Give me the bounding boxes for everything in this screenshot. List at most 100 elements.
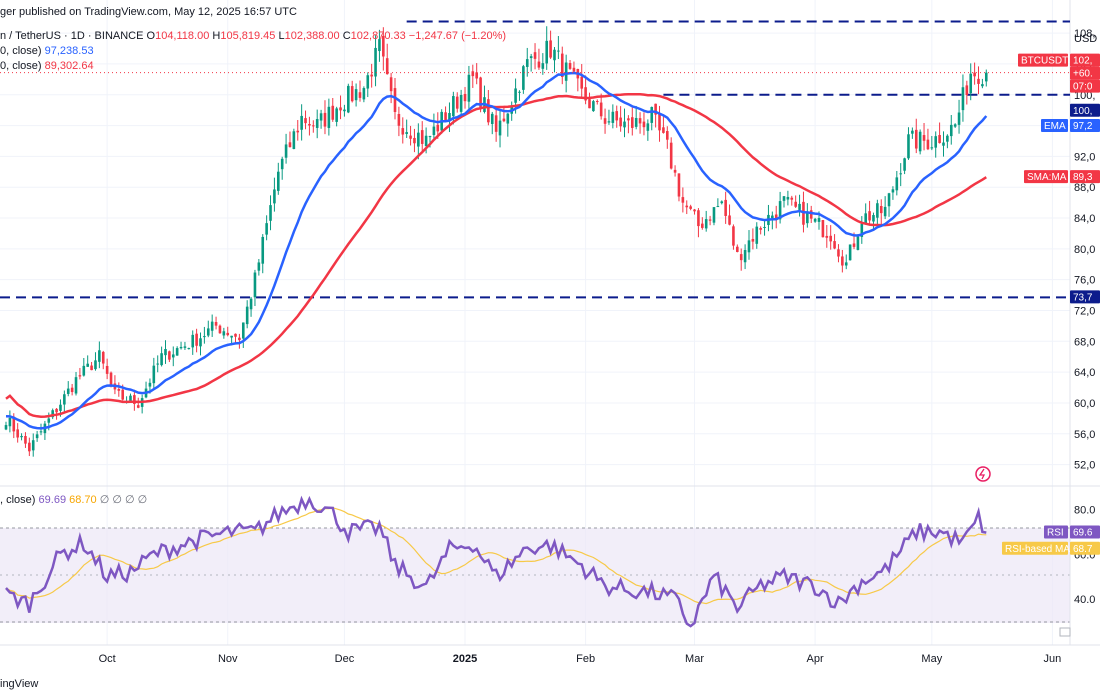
candle-body [74,377,78,394]
time-tick-label: Feb [576,653,595,665]
settings-icon[interactable] [1059,627,1071,637]
candle-body [572,67,576,72]
candle-body [701,223,704,228]
candle-body [938,135,941,144]
time-tick-label: Mar [685,653,704,665]
candle-body [981,84,984,87]
candle-body [658,113,661,131]
rsi-ma-value-tag: 68.7 [1073,544,1093,555]
rsi-legend[interactable]: , close) 69.69 68.70 ∅ ∅ ∅ ∅ [0,493,147,506]
candle-body [66,388,70,394]
candle-body [393,88,397,113]
high-label: H [212,30,221,42]
candle-body [436,124,440,132]
candle-body [685,205,689,208]
candle-body [366,75,370,89]
time-axis[interactable]: Oct Nov Dec 2025 Feb Mar Apr May Jun [99,653,1062,665]
ema-legend[interactable]: 0, close) 97,238.53 [0,45,94,57]
candle-body [152,365,156,384]
candle-body [654,103,657,115]
candle-body [833,241,836,249]
horizontal-levels[interactable] [0,20,1070,299]
low-value: 102,388.00 [284,30,340,42]
candle-body [432,126,436,135]
candle-body [136,405,140,408]
candle-body [261,236,265,264]
candle-body [946,135,949,142]
candle-body [273,189,276,204]
candle-body [965,85,969,96]
candle-body [623,121,626,128]
candle-body [841,256,844,266]
sma-legend[interactable]: 0, close) 89,302.64 [0,60,94,72]
candle-body [51,410,54,418]
candle-body [370,74,373,77]
candle-body [533,52,537,59]
candle-body [883,206,887,217]
candle-body [343,109,346,112]
candle-body [798,203,801,210]
candle-body [389,77,393,92]
change-tag-bg [1070,66,1100,80]
candle-body [619,117,622,127]
candle-body [168,351,171,360]
candle-body [891,189,895,193]
symbol-ohlc-line: n / TetherUS · 1D · BINANCE O104,118.00 … [0,30,506,42]
candle-body [708,219,712,221]
candle-body [98,350,101,362]
candle-body [973,72,976,77]
candle-body [164,349,167,356]
time-tick-label: Nov [218,653,238,665]
candle-body [697,210,700,227]
candle-body [634,117,638,127]
candle-body [918,131,922,152]
candle-body [774,214,778,219]
candle-body [417,132,420,147]
time-tick-label: Dec [335,653,355,665]
candle-body [560,53,564,77]
candle-body [203,336,206,338]
candle-body [868,211,871,221]
candle-body [879,206,883,214]
candle-body [720,201,724,204]
symbol-name[interactable]: n / TetherUS · 1D · BINANCE [0,30,144,42]
candle-body [292,131,296,149]
tradingview-brand[interactable]: ingView [0,678,39,690]
candle-body [257,262,261,271]
candle-body [829,235,832,242]
candle-body [914,129,918,149]
candle-body [778,201,782,220]
candle-body [105,365,109,374]
candle-body [191,334,195,348]
candle-body [518,91,521,93]
candle-body [848,244,852,261]
lightning-icon[interactable] [975,466,991,482]
candle-body [171,354,175,358]
candle-body [319,113,323,121]
candle-body [179,346,183,349]
candle-body [911,130,914,134]
support-tag-bg [1070,290,1100,304]
candle-body [35,434,39,439]
candle-body [195,333,198,346]
rsi-legend-extra: ∅ ∅ ∅ ∅ [99,494,148,506]
candle-body [903,158,906,171]
price-tick-label: 60,0 [1074,398,1095,410]
price-axis[interactable]: USD108,104,100,96,092,088,084,080,076,07… [1074,28,1097,471]
candle-body [300,115,303,130]
candle-body [549,40,552,58]
candle-body [498,120,502,136]
candle-body [813,218,817,222]
candle-body [20,435,23,438]
time-tick-label: May [921,653,942,665]
rsi-value-tag-bg [1070,525,1100,539]
candle-body [199,338,202,347]
candle-body [537,61,541,68]
rsi-ma-label-tag-bg [1002,541,1068,555]
candle-body [490,113,494,125]
rsi-legend-prefix: , close) [0,494,36,506]
candle-body [253,272,257,298]
sma-label-tag: SMA:MA [1027,172,1067,183]
candle-body [444,112,447,122]
